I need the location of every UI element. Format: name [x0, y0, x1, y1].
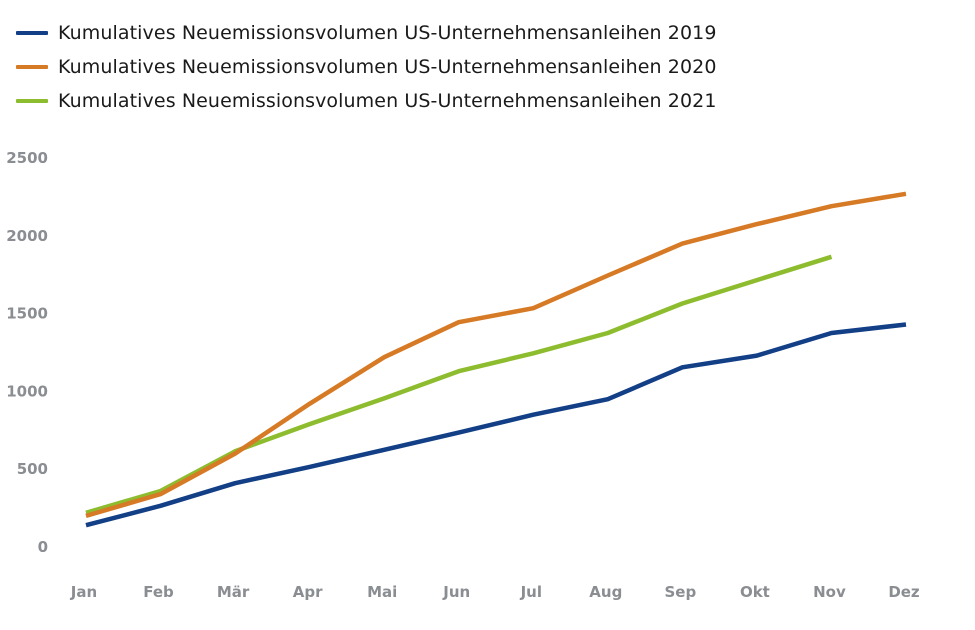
x-tick-label: Feb [143, 583, 174, 601]
y-tick-label: 1000 [6, 382, 48, 400]
x-tick-label: Mär [217, 583, 250, 601]
x-tick-label: Jun [442, 583, 470, 601]
x-tick-label: Jan [70, 583, 97, 601]
legend-item-2020: Kumulatives Neuemissionsvolumen US-Unter… [16, 52, 717, 82]
series-line-0 [85, 322, 907, 528]
x-axis: Jan Feb Mär Apr Mai Jun Jul Aug Sep Okt Nov Dez [70, 583, 920, 601]
x-tick-label: Mai [367, 583, 397, 601]
x-tick-label: Aug [589, 583, 622, 601]
x-tick-label: Apr [293, 583, 323, 601]
y-tick-label: 2000 [6, 227, 48, 245]
legend-swatch-2019 [16, 31, 48, 35]
legend-item-2019: Kumulatives Neuemissionsvolumen US-Unter… [16, 18, 717, 48]
series-line-2 [85, 254, 833, 515]
legend-item-2021: Kumulatives Neuemissionsvolumen US-Unter… [16, 86, 717, 116]
x-tick-label: Okt [740, 583, 770, 601]
y-axis: 0 500 1000 1500 2000 2500 [6, 149, 48, 556]
y-tick-label: 500 [17, 460, 48, 478]
legend: Kumulatives Neuemissionsvolumen US-Unter… [16, 18, 717, 116]
x-tick-label: Sep [665, 583, 697, 601]
series-line-1 [85, 191, 907, 519]
y-tick-label: 1500 [6, 305, 48, 323]
legend-label-2019: Kumulatives Neuemissionsvolumen US-Unter… [58, 22, 717, 44]
x-tick-label: Jul [520, 583, 542, 601]
series-layer [85, 191, 907, 528]
legend-label-2020: Kumulatives Neuemissionsvolumen US-Unter… [58, 56, 717, 78]
legend-swatch-2020 [16, 65, 48, 69]
x-tick-label: Nov [813, 583, 846, 601]
legend-label-2021: Kumulatives Neuemissionsvolumen US-Unter… [58, 90, 717, 112]
legend-swatch-2021 [16, 99, 48, 103]
x-tick-label: Dez [888, 583, 920, 601]
y-tick-label: 2500 [6, 149, 48, 167]
y-tick-label: 0 [38, 538, 48, 556]
